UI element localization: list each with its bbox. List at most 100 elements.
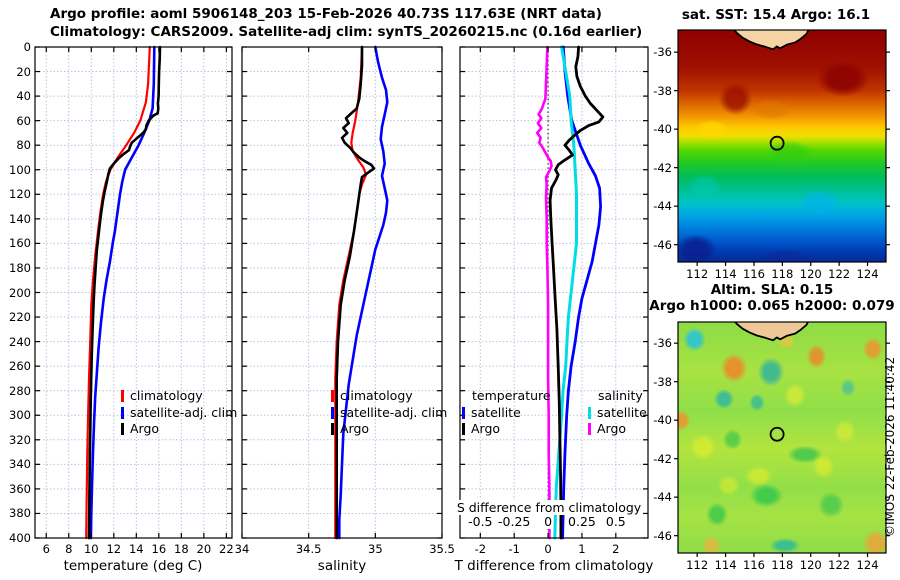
s-difference-axis-label: S difference from climatology xyxy=(454,500,644,515)
temperature-x-tick-label: 16 xyxy=(151,542,167,556)
series-climatology-line xyxy=(334,45,368,540)
legend-label: Argo xyxy=(597,421,627,436)
salinity-legend: climatology satellite-adj. clim Argo xyxy=(331,388,447,438)
satellite-clim-line-swatch xyxy=(121,406,124,419)
salinity-x-tick-label: 34 xyxy=(234,542,250,556)
sst-field-patch xyxy=(690,115,733,143)
depth-tick-label: 0 xyxy=(23,40,31,54)
legend-column-header: salinity xyxy=(598,388,643,403)
series-satellite-adj-clim-line xyxy=(338,45,389,540)
difference-x-tick-label: -2 xyxy=(474,542,487,556)
depth-tick-label: 200 xyxy=(9,285,31,300)
satellite-clim-line-swatch xyxy=(331,406,334,419)
sst-field-patch xyxy=(681,169,727,205)
sla-map xyxy=(678,322,886,553)
depth-tick-label: 260 xyxy=(9,359,31,374)
sla-lon-tick-label: 112 xyxy=(686,558,709,572)
s-axis-tick-label: 0.5 xyxy=(604,514,627,529)
series-s-satellite-line xyxy=(553,45,578,540)
sla-field-patch xyxy=(830,416,860,448)
sst-lon-tick-label: 124 xyxy=(856,267,879,281)
depth-tick-label: 400 xyxy=(9,531,31,545)
legend-column-header: temperature xyxy=(472,388,551,403)
climatology-line-swatch xyxy=(331,390,334,403)
sla-field-patch xyxy=(780,379,810,411)
series-t-argo-line xyxy=(548,45,605,540)
depth-tick-label: 220 xyxy=(9,310,31,325)
s-argo-line-swatch xyxy=(588,423,591,436)
legend-item-satellite-adj-clim: satellite-adj. clim xyxy=(121,405,237,422)
sst-lon-tick-label: 116 xyxy=(742,267,765,281)
temperature-panel-frame xyxy=(34,46,233,539)
sla-lon-tick-label: 116 xyxy=(742,558,765,572)
sst-lat-tick-label: -40 xyxy=(653,122,672,137)
sla-lon-tick-label: 120 xyxy=(799,558,822,572)
s-axis-tick-label: 0.25 xyxy=(567,514,597,529)
sla-lon-tick-label: 114 xyxy=(714,558,737,572)
sla-lon-tick-label: 124 xyxy=(856,558,879,572)
difference-x-tick-label: -1 xyxy=(508,542,520,556)
legend-item-t-argo: Argo xyxy=(462,421,551,438)
sst-lat-tick-label: -42 xyxy=(653,160,672,175)
s-satellite-line-swatch xyxy=(588,406,591,419)
legend-item-s-satellite: satellite xyxy=(588,405,647,422)
legend-item-argo: Argo xyxy=(331,421,447,438)
sla-field-patch xyxy=(765,535,806,553)
legend-item-s-argo: Argo xyxy=(588,421,647,438)
legend-item-climatology: climatology xyxy=(121,388,237,405)
sst-field-patch xyxy=(790,184,848,220)
sla-lat-tick-label: -36 xyxy=(653,336,672,351)
depth-tick-label: 340 xyxy=(9,457,31,472)
difference-panel-frame xyxy=(459,46,649,539)
depth-tick-label: 320 xyxy=(9,432,31,447)
sst-field-patch xyxy=(748,244,823,262)
salinity-x-tick-label: 35 xyxy=(368,542,383,556)
depth-tick-label: 300 xyxy=(9,408,31,423)
salinity-x-tick-label: 35.5 xyxy=(429,542,455,556)
depth-tick-label: 160 xyxy=(9,236,31,251)
depth-tick-label: 20 xyxy=(16,64,31,79)
sla-lat-tick-label: -46 xyxy=(653,528,672,543)
sst-map xyxy=(678,30,886,262)
legend-label: climatology xyxy=(340,388,413,403)
temperature-x-tick-label: 20 xyxy=(196,542,212,556)
series-argo-line xyxy=(335,45,376,540)
sla-field-patch xyxy=(714,472,743,500)
sst-lat-tick-label: -36 xyxy=(653,45,672,60)
legend-label: Argo xyxy=(130,421,160,436)
sla-field-patch xyxy=(739,462,777,490)
legend-item-argo: Argo xyxy=(121,421,237,438)
temperature-x-tick-label: 14 xyxy=(128,542,144,556)
sla-field-patch xyxy=(698,531,725,553)
sst-map-title: sat. SST: 15.4 Argo: 16.1 xyxy=(681,7,871,23)
salinity-x-tick-label: 34.5 xyxy=(295,542,322,556)
argo-line-swatch xyxy=(331,423,334,436)
series-s-argo-line xyxy=(535,45,553,540)
depth-tick-label: 240 xyxy=(9,334,31,349)
imos-credit: ©IMOS 22-Feb-2026 11:40:42 xyxy=(883,356,897,537)
depth-tick-label: 60 xyxy=(16,113,31,128)
sst-lon-tick-label: 120 xyxy=(799,267,822,281)
sla-field-patch xyxy=(711,385,737,413)
sst-field-patch xyxy=(758,136,821,168)
sla-map-title: Altim. SLA: 0.15 xyxy=(710,282,834,298)
sla-field-patch xyxy=(717,348,752,388)
page-subtitle: Climatology: CARS2009. Satellite-adj cli… xyxy=(50,24,643,40)
temperature-x-tick-label: 12 xyxy=(106,542,122,556)
difference-legend-salinity: salinity satellite Argo xyxy=(588,388,647,438)
sla-lon-tick-label: 122 xyxy=(828,558,851,572)
sst-lat-tick-label: -44 xyxy=(653,199,672,214)
temperature-x-tick-label: 6 xyxy=(42,542,50,556)
temperature-legend: climatology satellite-adj. clim Argo xyxy=(121,388,237,438)
temperature-x-tick-label: 22 xyxy=(219,542,234,556)
depth-tick-label: 360 xyxy=(9,481,31,496)
sla-lat-tick-label: -44 xyxy=(653,490,672,505)
depth-tick-label: 100 xyxy=(9,162,31,177)
depth-tick-label: 80 xyxy=(16,138,31,153)
series-t-satellite-line xyxy=(561,45,602,540)
legend-label: climatology xyxy=(130,388,203,403)
sst-lon-tick-label: 114 xyxy=(714,267,737,281)
series-satellite-adj-clim-line xyxy=(89,45,156,540)
salinity-panel-frame xyxy=(241,46,443,539)
difference-x-tick-label: 1 xyxy=(578,542,586,556)
